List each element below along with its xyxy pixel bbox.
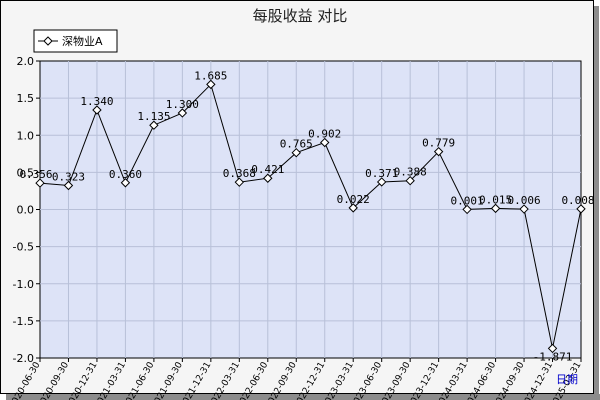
frame-shadow-right <box>594 6 599 398</box>
x-tick-label: 2020-06-30 <box>8 360 43 400</box>
series-line <box>39 83 582 349</box>
data-label: 0.371 <box>365 167 398 180</box>
legend-box <box>33 29 118 53</box>
data-label: 1.340 <box>80 95 113 108</box>
data-point <box>177 108 188 118</box>
data-point <box>149 120 159 130</box>
data-label: 1.300 <box>166 98 199 111</box>
data-point <box>92 105 102 115</box>
data-label: 0.360 <box>109 168 142 181</box>
data-label: 0.388 <box>394 166 427 179</box>
y-tick-label: 1.5 <box>17 92 35 105</box>
y-tick-label: 0.5 <box>17 166 35 179</box>
data-label: 0.006 <box>507 194 540 207</box>
data-point <box>405 175 415 186</box>
data-label: 0.765 <box>280 138 313 151</box>
data-label: 0.779 <box>422 137 455 150</box>
y-tick-label: 0.0 <box>17 204 35 217</box>
data-point <box>63 180 74 191</box>
data-label: 0.356 <box>19 168 52 181</box>
y-tick-label: 2.0 <box>17 55 35 68</box>
data-point <box>376 177 387 187</box>
y-tick-label: 1.0 <box>17 129 35 142</box>
data-point <box>291 147 301 158</box>
data-label: 0.323 <box>52 171 85 184</box>
data-label: 0.902 <box>308 128 341 141</box>
data-label: 1.135 <box>137 110 170 123</box>
legend: 深物业A <box>33 29 118 53</box>
data-points <box>35 79 586 354</box>
data-point <box>547 343 558 354</box>
data-point <box>433 146 444 157</box>
data-point <box>206 79 216 90</box>
data-label: -1.871 <box>533 350 573 363</box>
chart-title: 每股收益 对比 <box>253 7 348 25</box>
y-tick-label: -1.0 <box>13 278 34 291</box>
data-label: 0.001 <box>451 194 484 207</box>
data-point <box>234 177 245 187</box>
data-label: 1.685 <box>194 69 227 82</box>
data-point <box>519 204 529 214</box>
y-tick-label: -2.0 <box>13 352 34 365</box>
data-label: 0.022 <box>337 193 370 206</box>
data-point <box>348 203 358 213</box>
data-point <box>462 204 472 215</box>
data-label: 0.008 <box>561 194 594 207</box>
data-label: 0.015 <box>479 193 512 206</box>
y-tick-label: -0.5 <box>13 241 34 254</box>
x-axis-ticks: 2020-06-302020-09-302020-12-312021-03-31… <box>8 358 584 400</box>
y-tick-label: -1.5 <box>13 315 34 328</box>
data-point <box>120 178 131 188</box>
data-point <box>320 137 330 148</box>
legend-marker-icon <box>43 36 53 46</box>
data-label: 0.368 <box>223 167 256 180</box>
y-axis-ticks: 2.0 1.5 1.0 0.5 0.0 -0.5 -1.0 -1.5 -2.0 <box>13 55 40 365</box>
data-point <box>35 178 45 188</box>
data-point <box>263 173 273 183</box>
x-axis-name: 日期 <box>556 373 578 386</box>
frame-shadow-bottom <box>6 394 600 400</box>
legend-entry: 深物业A <box>62 34 103 48</box>
data-point <box>490 203 501 214</box>
data-label: 0.421 <box>251 163 284 176</box>
data-point <box>576 204 586 214</box>
